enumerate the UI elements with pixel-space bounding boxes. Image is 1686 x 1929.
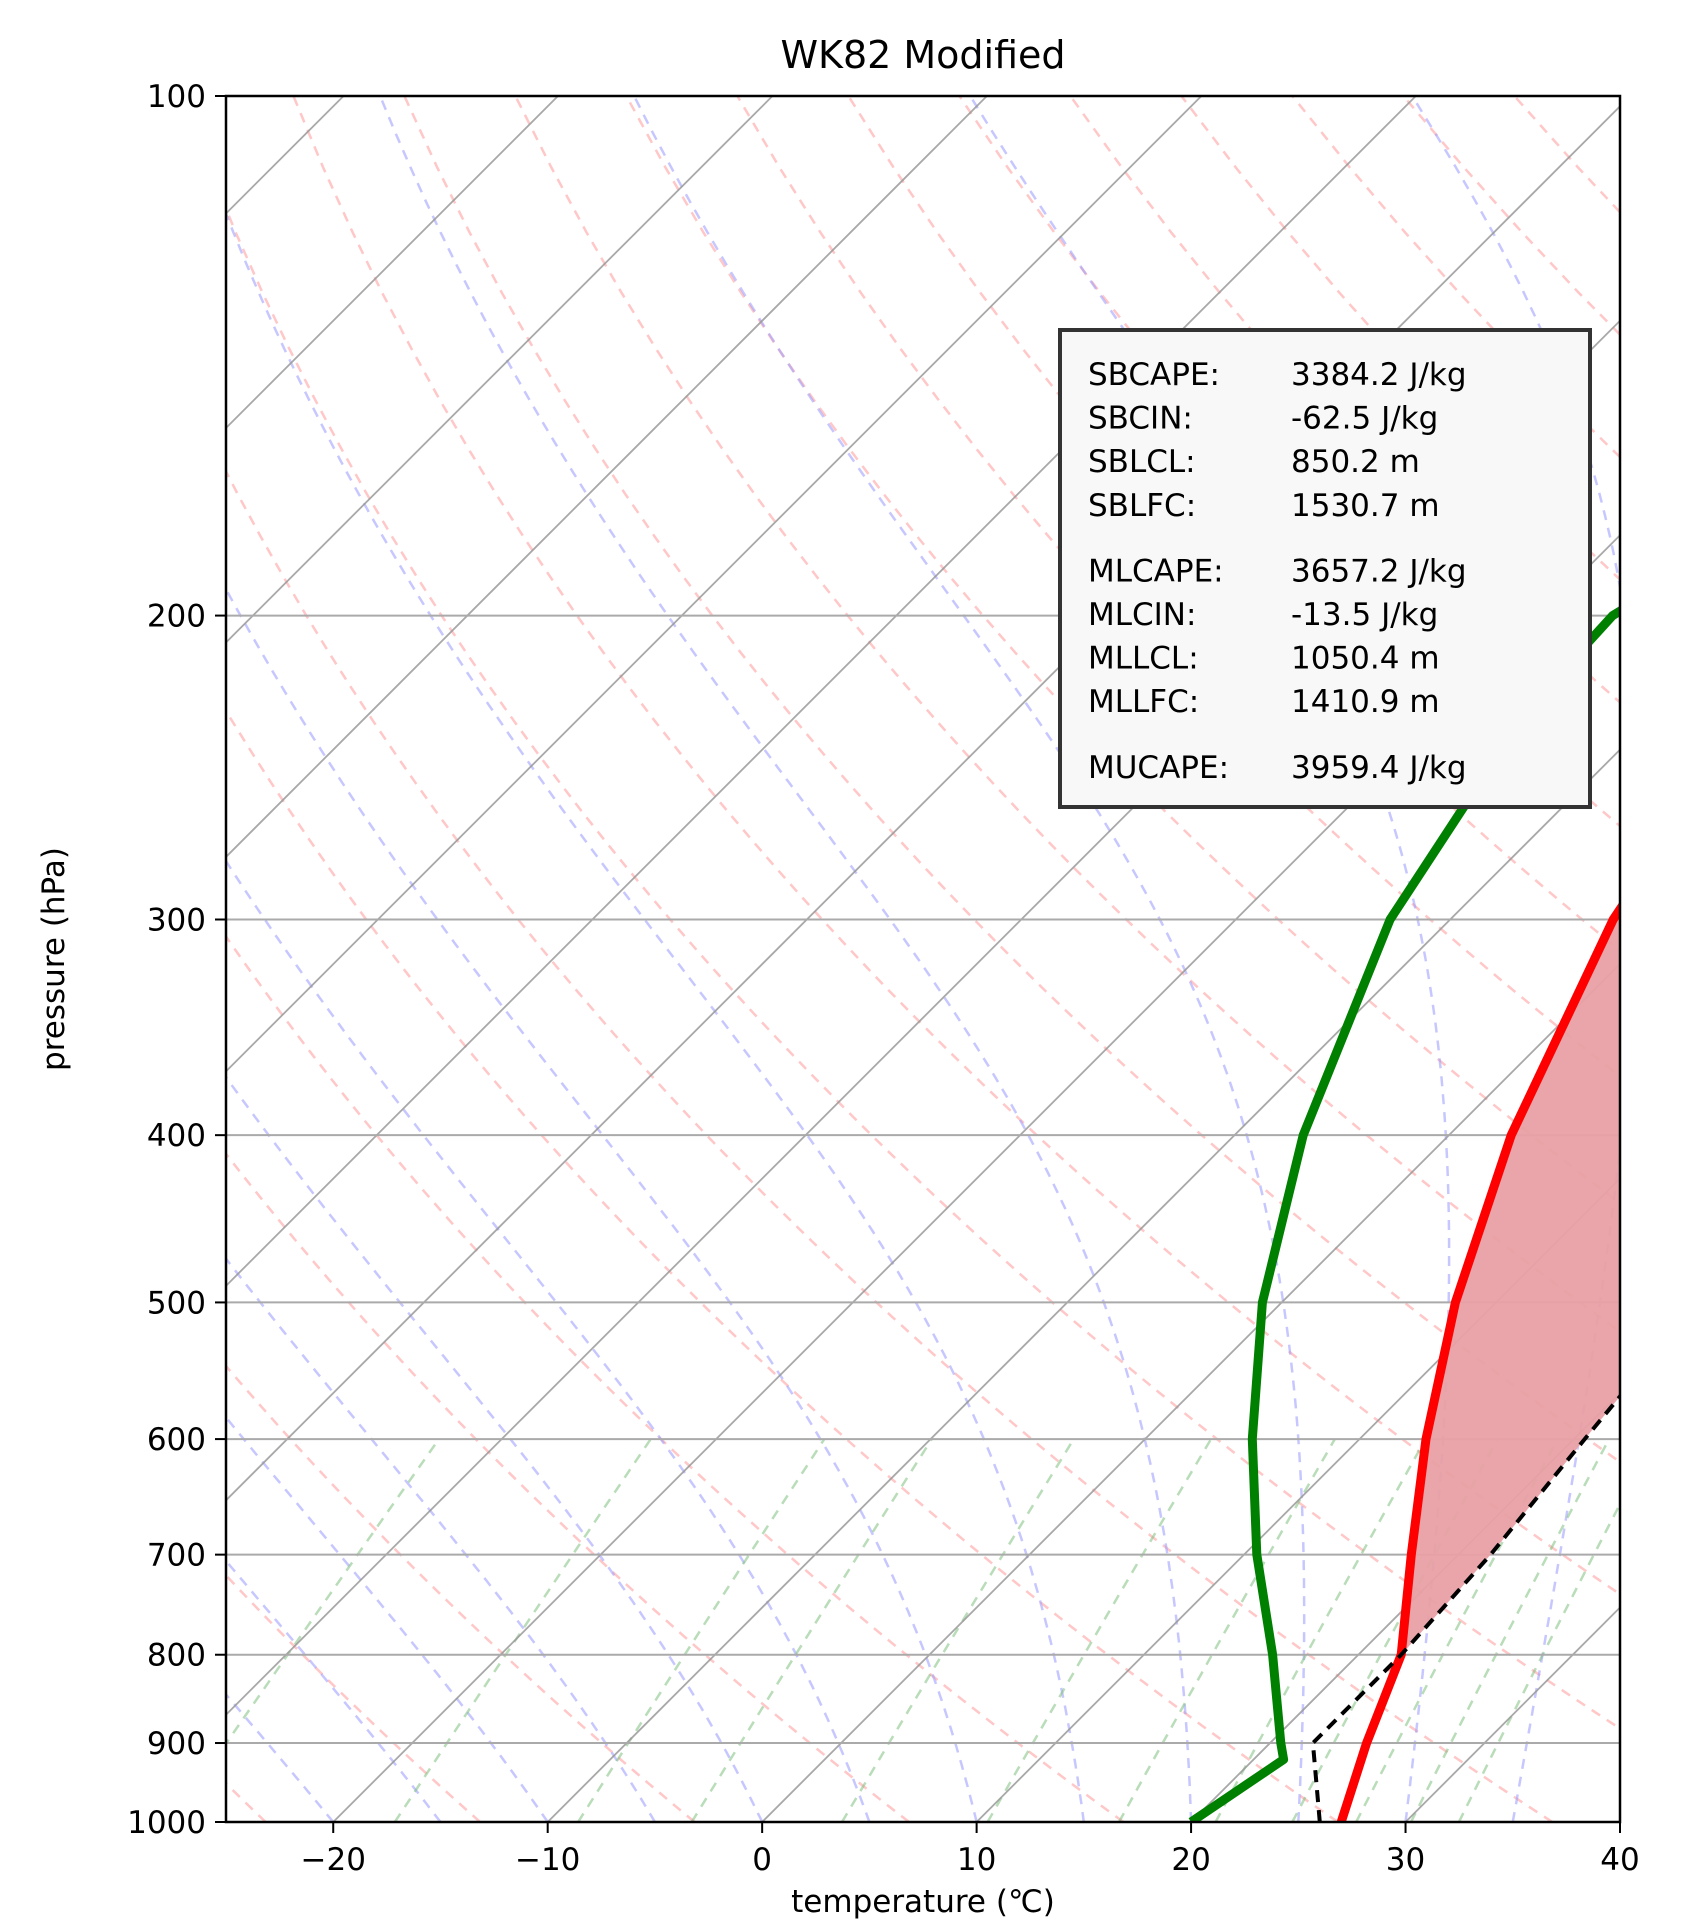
x-tick-label: 0 — [752, 1842, 772, 1878]
isotherm-line — [332, 533, 1620, 1822]
dry-adiabat — [226, 468, 1554, 1822]
stat-value: 3384.2 J/kg — [1291, 357, 1467, 393]
y-tick-label: 400 — [147, 1118, 206, 1154]
isotherm-line — [226, 96, 1203, 1073]
stat-label: MLCIN: — [1088, 597, 1196, 633]
dry-adiabat — [292, 96, 1620, 1596]
y-tick-label: 600 — [147, 1422, 206, 1458]
stat-value: 1410.9 m — [1291, 684, 1440, 720]
y-tick-label: 800 — [147, 1638, 206, 1674]
stat-label: SBLCL: — [1088, 444, 1196, 480]
moist-adiabat — [378, 96, 1193, 1822]
stat-value: 3657.2 J/kg — [1291, 553, 1467, 589]
x-axis-label: temperature (℃) — [791, 1884, 1055, 1920]
isotherm-line — [761, 962, 1620, 1822]
parameters-box-frame — [1058, 328, 1592, 809]
stat-label: MLLCL: — [1088, 641, 1199, 677]
cape-area — [1384, 909, 1620, 1672]
x-tick-label: 40 — [1600, 1842, 1639, 1878]
parcel-profile-line — [1310, 1393, 1620, 1822]
dry-adiabat — [226, 1364, 696, 1822]
y-tick-label: 300 — [147, 903, 206, 939]
moist-adiabat — [226, 1692, 335, 1822]
stat-value: 850.2 m — [1291, 444, 1420, 480]
x-tick-label: −20 — [301, 1842, 366, 1878]
stat-value: 3959.4 J/kg — [1291, 750, 1467, 786]
moist-adiabat — [226, 1075, 764, 1822]
mixing-ratio-line — [1117, 1438, 1336, 1822]
x-tick-label: −10 — [515, 1842, 580, 1878]
temperature-profile-line — [1336, 901, 1620, 1822]
stat-value: 1530.7 m — [1291, 488, 1440, 524]
cape-fill — [1384, 909, 1620, 1672]
x-tick-label: 30 — [1386, 1842, 1425, 1878]
stat-label: SBLFC: — [1088, 488, 1196, 524]
y-tick-label: 200 — [147, 599, 206, 635]
dry-adiabat — [226, 205, 1620, 1731]
dry-adiabat — [226, 1151, 910, 1822]
dry-adiabat — [226, 708, 1339, 1822]
isotherm-line — [226, 96, 559, 430]
x-axis: −20 −10 0 10 20 30 40 — [301, 1822, 1640, 1878]
y-tick-label: 700 — [147, 1538, 206, 1574]
moist-adiabat — [226, 1559, 442, 1822]
y-axis: 100 200 300 400 500 600 700 800 900 1000 — [127, 79, 226, 1841]
parameters-box: SBCAPE: 3384.2 J/kg SBCIN: -62.5 J/kg SBLCL:… — [1058, 328, 1592, 809]
y-axis-label: pressure (hPa) — [36, 847, 72, 1071]
moist-adiabat — [226, 858, 871, 1822]
dry-adiabat — [226, 934, 1125, 1822]
stat-label: MLCAPE: — [1088, 553, 1224, 589]
plot-frame — [224, 94, 1622, 1824]
y-tick-label: 900 — [147, 1726, 206, 1762]
mixing-ratio-line — [840, 1438, 1075, 1822]
isotherm-line — [226, 96, 774, 644]
dewpoint-profile-line — [1188, 605, 1620, 1822]
stat-label: SBCIN: — [1088, 401, 1193, 437]
stat-value: -13.5 J/kg — [1291, 597, 1438, 633]
stat-label: SBCAPE: — [1088, 357, 1220, 393]
moist-adiabat — [226, 210, 1086, 1822]
stat-value: 1050.4 m — [1291, 641, 1440, 677]
isotherm-line — [226, 96, 988, 859]
mixing-ratio-line — [690, 1438, 933, 1822]
x-tick-label: 10 — [957, 1842, 996, 1878]
x-tick-label: 20 — [1171, 1842, 1210, 1878]
y-tick-label: 100 — [147, 79, 206, 115]
chart-title: WK82 Modified — [780, 33, 1065, 77]
stat-label: MLLFC: — [1088, 684, 1199, 720]
dry-adiabat — [514, 96, 1620, 1334]
isotherm-line — [547, 748, 1620, 1822]
stat-value: -62.5 J/kg — [1291, 401, 1438, 437]
mixing-ratio-line — [986, 1438, 1213, 1822]
y-tick-label: 500 — [147, 1285, 206, 1321]
stat-label: MUCAPE: — [1088, 750, 1229, 786]
sounding-profiles — [1188, 605, 1620, 1822]
y-tick-label: 1000 — [127, 1805, 206, 1841]
moist-adiabat — [226, 586, 978, 1822]
isotherm-line — [975, 1177, 1620, 1822]
